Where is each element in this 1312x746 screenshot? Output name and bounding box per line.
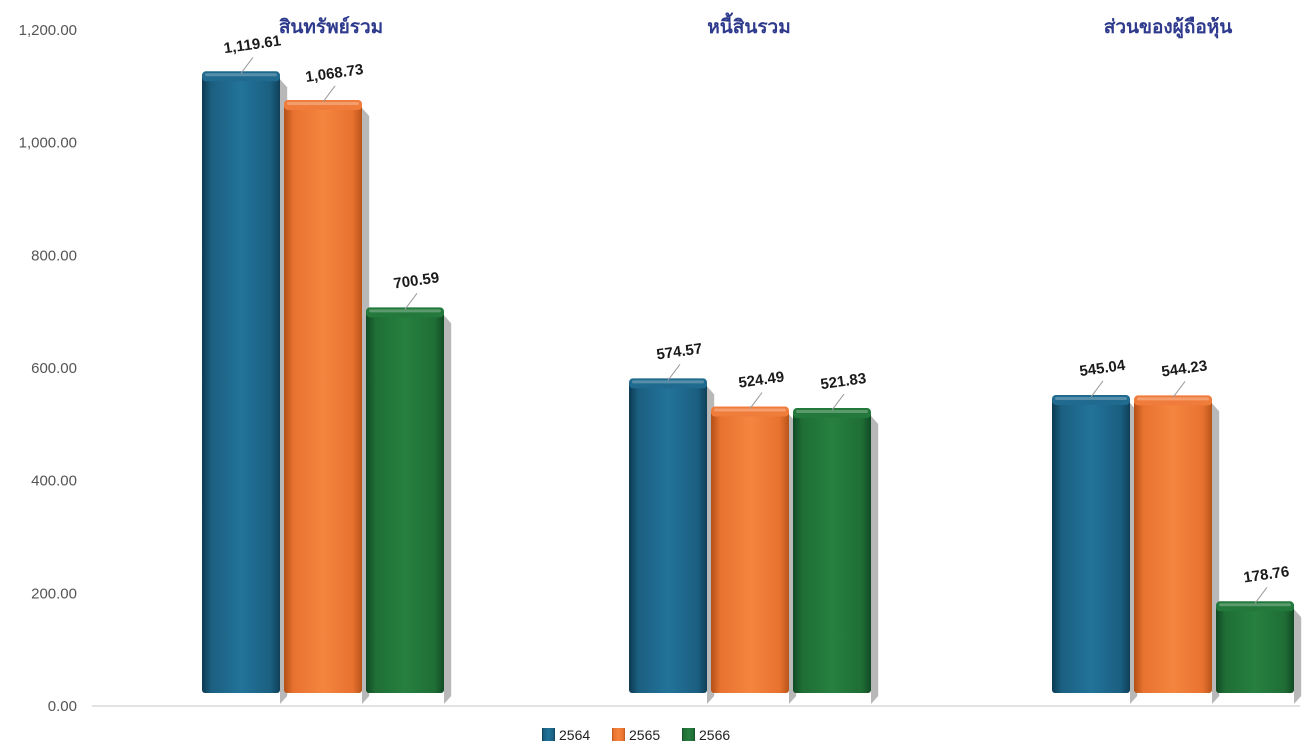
bar-body xyxy=(629,382,707,693)
data-label-leader xyxy=(404,293,418,310)
bar-cap xyxy=(793,408,871,419)
data-label-leader xyxy=(1090,380,1104,398)
bar-body xyxy=(366,311,444,693)
bar-2566 xyxy=(793,408,879,704)
bar-cap-highlight xyxy=(287,101,359,105)
data-label-leader xyxy=(749,392,763,409)
bar-cap-highlight xyxy=(1055,396,1127,400)
y-tick-label: 200.00 xyxy=(31,585,77,602)
bar-2565 xyxy=(1134,395,1220,704)
data-labels: 1,119.61 574.57 545.04 1,068.73 524.49 544.23… xyxy=(223,32,1290,604)
legend-item-2566: 2566 xyxy=(682,727,730,743)
bar-cap xyxy=(202,71,280,82)
data-label-leader xyxy=(831,393,845,411)
bar-cap-highlight xyxy=(1137,397,1209,401)
legend-item-2564: 2564 xyxy=(542,727,590,743)
bar-2566 xyxy=(366,307,452,704)
y-tick-label: 0.00 xyxy=(48,698,77,715)
category-titles: สินทรัพย์รวม หนี้สินรวม ส่วนของผู้ถือหุ้น xyxy=(279,12,1232,39)
bar-2566 xyxy=(1216,601,1302,704)
bar-cap-highlight xyxy=(369,309,441,313)
category-title: สินทรัพย์รวม xyxy=(279,16,383,38)
bar-side xyxy=(871,416,879,704)
bar-side xyxy=(444,315,452,704)
bar-body xyxy=(1216,605,1294,693)
data-label-leader xyxy=(667,364,681,381)
data-label: 1,119.61 xyxy=(223,32,282,57)
bar-body xyxy=(202,75,280,693)
legend-item-2565: 2565 xyxy=(612,727,660,743)
bar-cap xyxy=(1052,394,1130,405)
legend: 2564 2565 2566 xyxy=(542,727,730,743)
bar-body xyxy=(793,412,871,693)
data-label: 524.49 xyxy=(737,368,785,391)
bar-cap xyxy=(1216,601,1294,612)
data-label-leader xyxy=(240,56,254,74)
y-tick-label: 1,200.00 xyxy=(19,22,77,39)
y-tick-label: 600.00 xyxy=(31,360,77,377)
legend-swatch xyxy=(542,728,555,741)
bar-body xyxy=(1134,399,1212,693)
data-label: 178.76 xyxy=(1242,563,1290,586)
y-tick-label: 800.00 xyxy=(31,247,77,264)
data-label-leader xyxy=(1254,586,1268,604)
category-title: หนี้สินรวม xyxy=(707,12,791,38)
bar-body xyxy=(284,103,362,693)
data-label: 1,068.73 xyxy=(304,61,364,86)
bar-cap-highlight xyxy=(796,410,868,414)
category-title: ส่วนของผู้ถือหุ้น xyxy=(1104,16,1233,39)
legend-label: 2564 xyxy=(559,727,590,743)
bar-cap-highlight xyxy=(1219,603,1291,607)
data-label-leader xyxy=(1172,381,1186,398)
bar-2565 xyxy=(284,99,370,704)
bar-cap xyxy=(366,307,444,318)
bar-cap xyxy=(629,378,707,389)
legend-swatch xyxy=(612,728,625,741)
y-tick-label: 400.00 xyxy=(31,473,77,490)
bar-2564 xyxy=(202,71,288,704)
data-label: 574.57 xyxy=(655,340,703,363)
bar-cap xyxy=(284,99,362,110)
y-tick-label: 1,000.00 xyxy=(19,135,77,152)
legend-swatch xyxy=(682,728,695,741)
bar-body xyxy=(711,410,789,693)
bar-2564 xyxy=(1052,394,1138,704)
bar-cap-highlight xyxy=(632,380,704,384)
legend-label: 2566 xyxy=(699,727,730,743)
bars xyxy=(202,71,1302,704)
bar-cap-highlight xyxy=(205,73,277,77)
legend-label: 2565 xyxy=(629,727,660,743)
data-label: 545.04 xyxy=(1078,357,1126,380)
bar-cap xyxy=(1134,395,1212,406)
data-label: 700.59 xyxy=(392,269,440,292)
data-label: 521.83 xyxy=(819,370,867,393)
data-label-leader xyxy=(322,85,336,103)
bar-2564 xyxy=(629,378,715,704)
bar-side xyxy=(1294,609,1302,704)
bar-cap xyxy=(711,406,789,417)
bar-cap-highlight xyxy=(714,408,786,412)
y-axis: 0.00 200.00 400.00 600.00 800.00 1,000.00 1,20… xyxy=(19,22,77,715)
bar-body xyxy=(1052,398,1130,693)
data-label: 544.23 xyxy=(1160,357,1208,380)
bar-2565 xyxy=(711,406,797,704)
